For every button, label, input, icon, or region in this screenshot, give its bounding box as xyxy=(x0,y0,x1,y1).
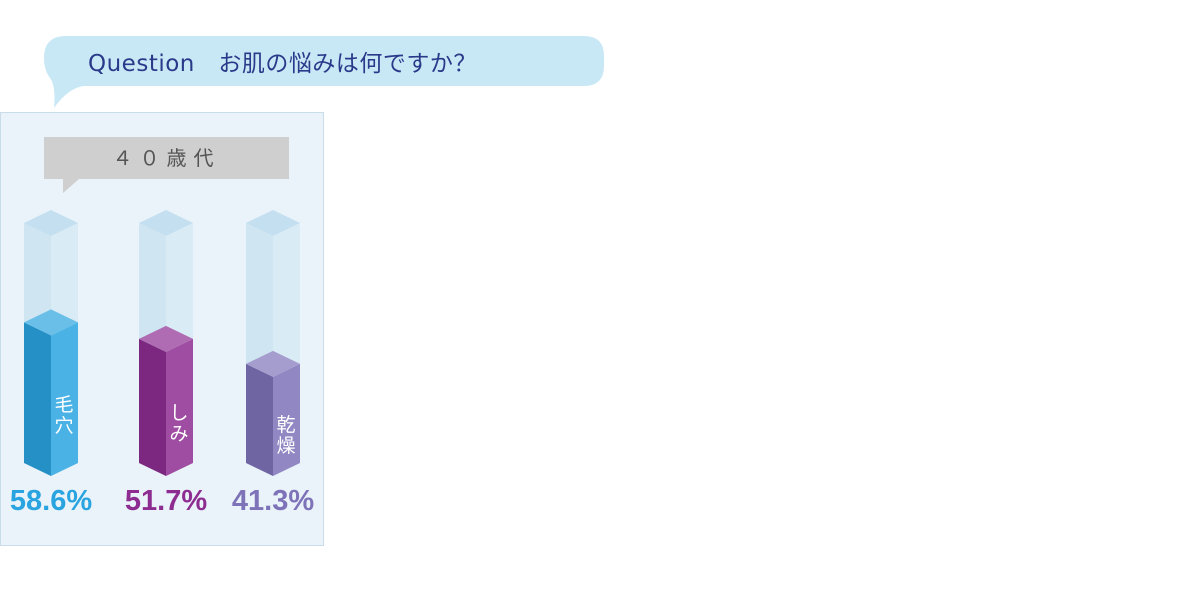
bar-category-label: 毛穴 xyxy=(54,394,74,437)
value-label: 41.3% xyxy=(231,485,315,517)
value-label: 58.6% xyxy=(9,485,93,517)
bar-category-label: しみ xyxy=(169,402,189,445)
age-panel-40s: ４０歳代毛穴 58.6% しみ 51.7% 乾燥 41.3% xyxy=(0,112,324,546)
chart-svg xyxy=(24,137,300,476)
bar-category-label: 乾燥 xyxy=(276,414,296,457)
question-bubble xyxy=(44,36,604,108)
value-label: 51.7% xyxy=(124,485,208,517)
bar-fill xyxy=(246,350,300,476)
age-label: ４０歳代 xyxy=(112,146,221,170)
age-tab xyxy=(44,137,289,193)
question-text: Question お肌の悩みは何ですか？ xyxy=(88,51,477,77)
bar-fill xyxy=(24,309,78,476)
bar-fill xyxy=(139,325,193,476)
